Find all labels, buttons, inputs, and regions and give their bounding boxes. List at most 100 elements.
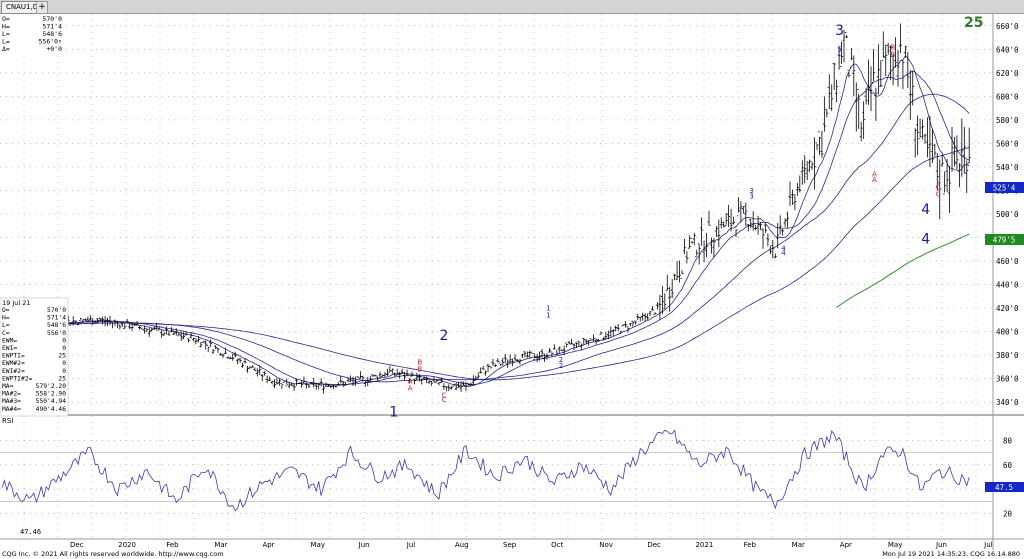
wave-label: 5 xyxy=(837,46,841,54)
wave-label: B xyxy=(890,43,895,51)
study-label: O= xyxy=(2,307,10,314)
study-label: H= xyxy=(2,315,10,322)
wave-label: 2 xyxy=(440,328,449,344)
rsi-value-label: 47.46 xyxy=(20,528,41,536)
rsi-line xyxy=(1,429,970,512)
study-label: MA#4= xyxy=(2,406,21,413)
wave-label: A xyxy=(408,377,413,385)
ma-green-badge: 479'5 xyxy=(985,234,1024,245)
wave-label: 4 xyxy=(921,202,930,218)
chart-area: 660'0640'0620'0600'0580'0560'0540'0520'0… xyxy=(0,14,1024,550)
month-label: Dec xyxy=(647,541,661,549)
timestamp-text: Mon Jul 19 2021 14:35:23, CQG 16.14.880 xyxy=(882,550,1020,558)
ma-line-4 xyxy=(1,147,970,381)
study-label: L= xyxy=(2,322,10,329)
copyright-text: CQG Inc. © 2021 All rights reserved worl… xyxy=(2,550,224,558)
price-bars xyxy=(0,23,971,394)
wave-label: 4 xyxy=(921,231,930,247)
rsi-label: RSI xyxy=(2,417,13,425)
month-label: Apr xyxy=(262,541,274,549)
month-label: Jun xyxy=(358,541,370,549)
study-label: MA#3= xyxy=(2,398,21,405)
wave-label: 3 xyxy=(749,187,753,195)
study-value: 0 xyxy=(62,360,66,367)
month-label: May xyxy=(888,541,902,549)
wave-label: 1 xyxy=(389,404,398,420)
month-label: Feb xyxy=(166,541,179,549)
price-tick-label: 560'0 xyxy=(996,139,1019,148)
month-label: Apr xyxy=(840,541,852,549)
wave-label: 1 xyxy=(546,304,550,312)
ma-line-green xyxy=(836,233,970,308)
study-label: EWI#2= xyxy=(2,368,25,375)
moving-average-lines xyxy=(1,55,970,387)
price-tick-label: 640'0 xyxy=(996,45,1019,54)
add-tab-button[interactable]: + xyxy=(36,1,48,14)
study-label: EWI= xyxy=(2,345,17,352)
quote-value: 556'0↑ xyxy=(39,38,62,46)
wave-label: 1 xyxy=(546,312,550,320)
svg-text:525'4: 525'4 xyxy=(993,184,1016,193)
tab-bar: CNAU1,D + xyxy=(0,0,1024,14)
study-values-box: 19 Jul 21 O= 570'0 H= 571'4 L= 548'6 C= 556'0 EW… xyxy=(0,297,69,417)
rsi-tick-label: 60 xyxy=(1003,461,1013,470)
price-tick-label: 400'0 xyxy=(996,328,1019,337)
wave-label: B xyxy=(417,366,422,374)
wave-label: C xyxy=(936,190,941,198)
month-label: Jul xyxy=(406,541,416,549)
price-tick-label: 420'0 xyxy=(996,304,1019,313)
wave-label: A xyxy=(872,170,877,178)
price-tick-label: 340'0 xyxy=(996,398,1019,407)
price-tick-label: 600'0 xyxy=(996,92,1019,101)
wave-label: 2 xyxy=(559,356,563,364)
rsi-tick-label: 80 xyxy=(1003,436,1013,445)
wave-label: 4 xyxy=(781,249,786,257)
study-label: C= xyxy=(2,330,10,337)
month-label: Mar xyxy=(214,541,227,549)
wave-label: B xyxy=(417,359,422,367)
study-label: EWPTI#2= xyxy=(2,375,33,382)
quote-label: L= xyxy=(2,30,10,38)
quote-value: 570'0 xyxy=(42,15,62,23)
month-label: May xyxy=(311,541,325,549)
price-tick-label: 540'0 xyxy=(996,163,1019,172)
study-label: MA#2= xyxy=(2,391,21,398)
footer: CQG Inc. © 2021 All rights reserved worl… xyxy=(0,550,1024,559)
study-value: 25 xyxy=(58,375,66,382)
price-tick-label: 580'0 xyxy=(996,116,1019,125)
quote-value: +0'0 xyxy=(46,45,62,53)
wave-label: C xyxy=(442,392,447,400)
price-tick-label: 360'0 xyxy=(996,375,1019,384)
wave-label: B xyxy=(890,50,895,58)
price-axis: 660'0640'0620'0600'0580'0560'0540'0520'0… xyxy=(996,22,1019,407)
study-value: 0 xyxy=(62,345,66,352)
wave-label: A xyxy=(872,176,877,184)
month-label: Nov xyxy=(599,541,613,549)
study-value: 0 xyxy=(62,368,66,375)
price-tick-label: 440'0 xyxy=(996,281,1019,290)
price-tick-label: 460'0 xyxy=(996,257,1019,266)
svg-text:479'5: 479'5 xyxy=(993,236,1016,245)
month-label: Sep xyxy=(503,541,517,549)
study-value: 550'4.94 xyxy=(36,398,67,405)
quote-value: 571'4 xyxy=(42,23,62,31)
month-label: 2021 xyxy=(695,541,713,549)
rsi-plot-background xyxy=(0,416,993,538)
study-date: 19 Jul 21 xyxy=(2,299,31,307)
study-label: EWPTI= xyxy=(2,353,25,360)
rsi-axis: 80604020 xyxy=(1003,436,1013,518)
price-plot-background xyxy=(0,14,993,414)
wave-label: C xyxy=(936,183,941,191)
study-value: 556'0 xyxy=(47,330,66,337)
study-value: 570'0 xyxy=(47,307,66,314)
study-label: EWM#2= xyxy=(2,360,25,367)
month-label: Mar xyxy=(792,541,805,549)
study-value: 490'4.46 xyxy=(36,406,67,413)
rsi-line-group xyxy=(1,429,970,512)
study-label: MA= xyxy=(2,383,14,390)
wave-label: 4 xyxy=(781,244,786,252)
month-label: Jun xyxy=(935,541,947,549)
study-value: 0 xyxy=(62,337,66,344)
wave-count-label: 25 xyxy=(964,15,983,31)
